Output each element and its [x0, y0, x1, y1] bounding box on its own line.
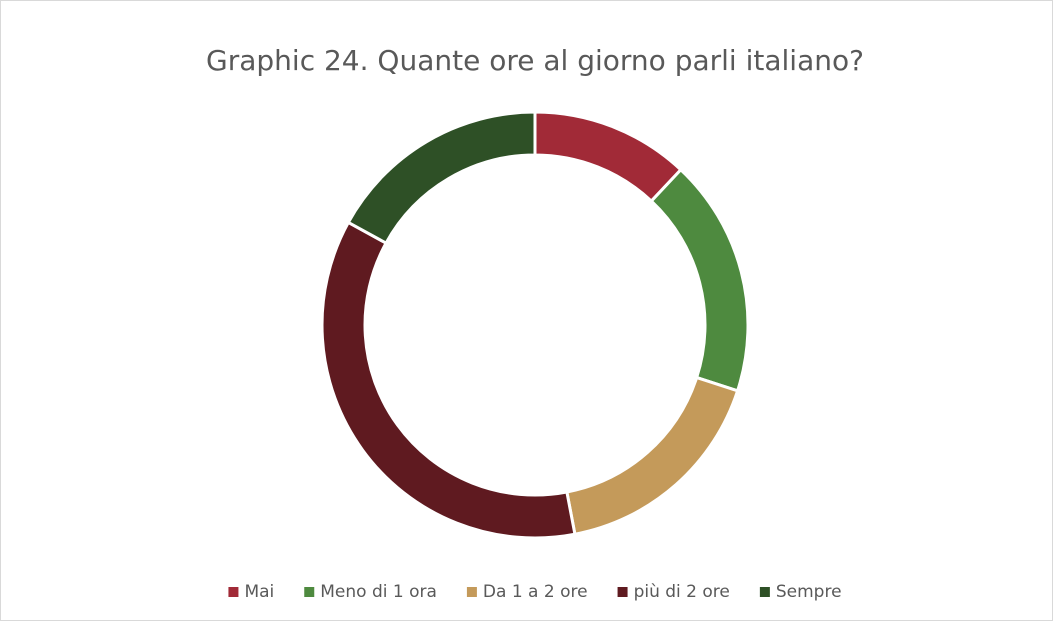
legend-swatch: [304, 587, 315, 597]
legend-label: Da 1 a 2 ore: [483, 582, 588, 602]
legend-label: Mai: [244, 582, 274, 602]
chart-title: Graphic 24. Quante ore al giorno parli i…: [206, 44, 864, 77]
legend-swatch: [617, 587, 628, 597]
legend-swatch: [759, 587, 770, 597]
legend-swatch: [228, 587, 239, 597]
legend-label: Meno di 1 ora: [320, 582, 437, 602]
legend-label: più di 2 ore: [634, 582, 730, 602]
legend-label: Sempre: [776, 582, 842, 602]
donut-segment: [346, 110, 537, 246]
legend-swatch: [466, 587, 477, 597]
